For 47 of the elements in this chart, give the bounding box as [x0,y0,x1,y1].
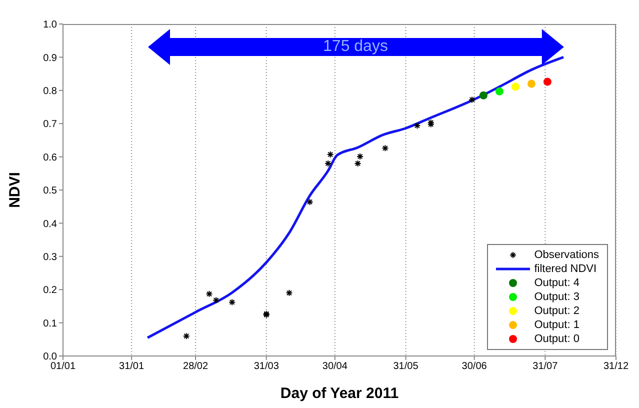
x-tick-label: 01/01 [50,361,76,372]
point [206,290,213,298]
point [495,87,504,96]
point [527,80,536,88]
point [468,96,476,104]
y-tick-label: 0.5 [43,186,58,197]
legend-label: filtered NDVI [534,263,597,275]
x-tick-label: 31/12 [603,361,629,372]
y-tick-label: 0.4 [43,218,58,230]
x-tick-label: 31/05 [393,361,419,372]
point [326,150,334,158]
x-tick-label: 31/07 [532,361,558,372]
legend-label: Output: 2 [534,305,580,317]
x-tick-label: 30/04 [322,361,348,372]
y-tick-label: 0.9 [43,52,58,64]
legend-label: Output: 3 [534,291,580,303]
y-tick-label: 0.8 [43,86,58,97]
legend-label: Observations [534,249,599,261]
point [511,82,520,91]
point [306,198,314,206]
y-tick-label: 0.7 [43,119,58,130]
point [479,91,488,100]
legend-label: Output: 0 [534,333,580,345]
y-tick-label: 0.0 [43,352,58,363]
y-axis-title: NDVI [6,172,24,208]
point [354,160,362,167]
legend-label: Output: 1 [534,319,580,331]
y-tick-label: 0.1 [43,318,58,330]
y-tick-label: 0.6 [43,152,58,164]
x-tick-label: 28/02 [183,361,208,372]
x-axis-title: Day of Year 2011 [280,385,399,402]
point [212,296,220,304]
point [286,289,293,296]
x-tick-label: 30/06 [462,361,488,372]
point [414,122,421,130]
y-tick-label: 0.3 [43,252,58,263]
y-tick-label: 1.0 [43,20,58,31]
point [228,298,236,306]
legend-label: Output: 4 [534,277,580,289]
point [543,78,552,86]
point [382,144,389,152]
point [356,152,364,160]
x-tick-label: 31/01 [119,361,144,372]
annotation: 175 days [322,37,389,58]
y-tick-label: 0.2 [43,285,58,296]
x-tick-label: 31/03 [254,361,280,372]
point [324,160,332,167]
